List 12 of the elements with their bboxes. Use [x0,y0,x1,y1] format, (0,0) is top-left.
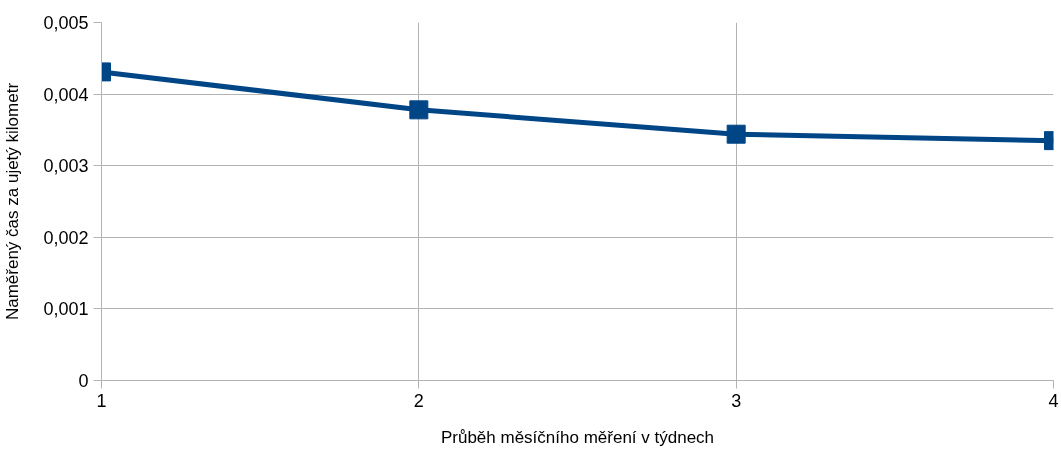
y-axis-title: Naměřený čas za ujetý kilometr [3,82,23,321]
y-tick-label: 0,003 [43,156,89,177]
x-tick-label: 1 [96,390,107,411]
y-tick-label: 0 [78,371,89,391]
y-tick-label: 0,005 [43,13,89,33]
x-axis-title: Průběh měsíčního měření v týdnech [440,427,715,447]
x-tick-label: 3 [731,390,742,411]
x-tick-label: 2 [413,390,424,411]
y-tick-label: 0,004 [43,84,89,105]
y-tick-label: 0,002 [43,227,89,248]
y-tick-label: 0,001 [43,299,89,320]
x-tick-label: 4 [1048,390,1059,411]
